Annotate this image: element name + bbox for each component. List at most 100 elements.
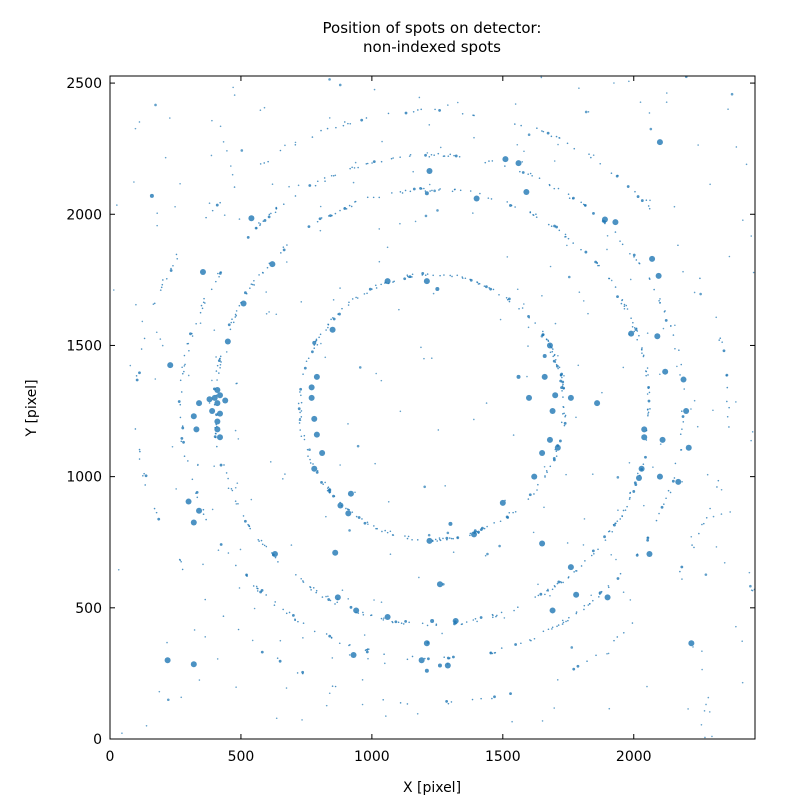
scatter-point-1244 xyxy=(211,508,214,511)
scatter-point-387 xyxy=(399,191,402,193)
scatter-point-524 xyxy=(539,592,543,596)
scatter-point-129 xyxy=(492,288,495,291)
scatter-point-943 xyxy=(208,202,211,205)
scatter-point-497 xyxy=(394,620,398,624)
scatter-point-861 xyxy=(347,122,349,125)
scatter-point-78 xyxy=(432,274,434,277)
scatter-point-1133 xyxy=(556,679,559,681)
scatter-point-1120 xyxy=(557,143,559,146)
scatter-point-975 xyxy=(217,549,220,552)
scatter-point-1215 xyxy=(373,599,375,601)
scatter-point-1121 xyxy=(553,707,556,709)
scatter-point-1030 xyxy=(606,235,609,237)
scatter-point-259 xyxy=(220,361,222,363)
scatter-point-428 xyxy=(517,606,519,608)
scatter-point-1335 xyxy=(448,521,453,526)
scatter-point-1104 xyxy=(398,308,400,311)
scatter-point-1285 xyxy=(312,340,317,345)
scatter-point-583 xyxy=(658,299,660,302)
scatter-point-737 xyxy=(195,491,199,494)
scatter-point-793 xyxy=(366,649,369,651)
scatter-point-877 xyxy=(276,657,279,659)
scatter-point-598 xyxy=(548,183,551,186)
scatter-point-699 xyxy=(371,162,373,164)
scatter-point-118 xyxy=(375,527,377,530)
scatter-point-1289 xyxy=(216,392,223,399)
scatter-point-459 xyxy=(362,611,364,614)
scatter-point-490 xyxy=(218,358,221,360)
scatter-point-933 xyxy=(161,283,164,286)
scatter-point-1327 xyxy=(685,444,692,451)
scatter-point-1245 xyxy=(540,334,544,338)
scatter-point-476 xyxy=(490,198,493,200)
scatter-point-849 xyxy=(701,523,703,526)
scatter-point-279 xyxy=(404,620,408,623)
scatter-point-523 xyxy=(354,200,357,203)
scatter-point-1251 xyxy=(485,402,488,404)
scatter-point-193 xyxy=(391,534,394,536)
scatter-point-264 xyxy=(238,304,241,307)
scatter-point-401 xyxy=(321,596,324,598)
scatter-point-342 xyxy=(544,593,546,596)
scatter-point-950 xyxy=(328,692,331,695)
scatter-point-1015 xyxy=(742,219,744,221)
scatter-point-1014 xyxy=(133,181,135,183)
scatter-point-526 xyxy=(423,187,425,190)
scatter-point-1064 xyxy=(446,531,450,535)
scatter-point-1145 xyxy=(235,686,237,688)
scatter-point-668 xyxy=(203,297,205,300)
scatter-point-1094 xyxy=(341,589,344,592)
scatter-point-327 xyxy=(636,338,638,341)
x-tick-label-4: 2000 xyxy=(616,749,652,765)
scatter-point-807 xyxy=(438,109,441,112)
scatter-point-183 xyxy=(552,348,554,350)
scatter-point-1034 xyxy=(486,552,489,556)
scatter-point-481 xyxy=(469,190,472,192)
scatter-point-893 xyxy=(155,511,158,514)
scatter-point-301 xyxy=(644,455,647,459)
scatter-point-1173 xyxy=(138,121,141,123)
x-tick-label-1: 500 xyxy=(228,749,255,765)
scatter-point-1150 xyxy=(628,461,631,464)
scatter-point-547 xyxy=(263,219,267,222)
scatter-point-1360 xyxy=(424,668,429,673)
scatter-point-1262 xyxy=(515,160,522,167)
scatter-point-1202 xyxy=(704,573,708,576)
scatter-point-85 xyxy=(381,530,383,533)
scatter-point-865 xyxy=(181,568,184,571)
scatter-point-55 xyxy=(542,330,544,333)
scatter-point-741 xyxy=(520,642,522,645)
scatter-point-813 xyxy=(719,337,722,340)
scatter-point-66 xyxy=(368,287,372,291)
scatter-point-1281 xyxy=(654,333,661,340)
scatter-point-805 xyxy=(365,117,368,119)
scatter-point-456 xyxy=(575,570,578,572)
scatter-point-34 xyxy=(534,322,536,324)
scatter-point-409 xyxy=(630,317,632,320)
scatter-point-361 xyxy=(234,316,237,318)
scatter-point-462 xyxy=(219,366,221,369)
scatter-point-200 xyxy=(469,532,472,535)
scatter-point-169 xyxy=(544,475,546,477)
scatter-point-1352 xyxy=(688,640,695,647)
scatter-point-1259 xyxy=(430,357,433,360)
scatter-point-104 xyxy=(442,537,444,540)
x-axis: 0 500 1000 1500 2000 xyxy=(106,76,652,765)
scatter-point-824 xyxy=(360,118,364,122)
scatter-point-1318 xyxy=(546,436,553,443)
scatter-point-535 xyxy=(431,189,433,192)
scatter-point-94 xyxy=(434,538,437,541)
scatter-point-369 xyxy=(419,187,422,190)
scatter-point-1149 xyxy=(735,401,737,403)
scatter-point-1129 xyxy=(361,703,364,706)
scatter-point-313 xyxy=(315,589,318,592)
scatter-point-449 xyxy=(560,581,563,584)
scatter-point-1237 xyxy=(416,712,419,715)
scatter-point-1096 xyxy=(456,101,459,104)
scatter-point-82 xyxy=(411,273,414,276)
scatter-point-1290 xyxy=(211,394,218,401)
scatter-point-1330 xyxy=(656,473,663,480)
scatter-point-1037 xyxy=(338,83,342,87)
scatter-point-441 xyxy=(584,250,588,254)
scatter-point-25 xyxy=(508,300,511,303)
